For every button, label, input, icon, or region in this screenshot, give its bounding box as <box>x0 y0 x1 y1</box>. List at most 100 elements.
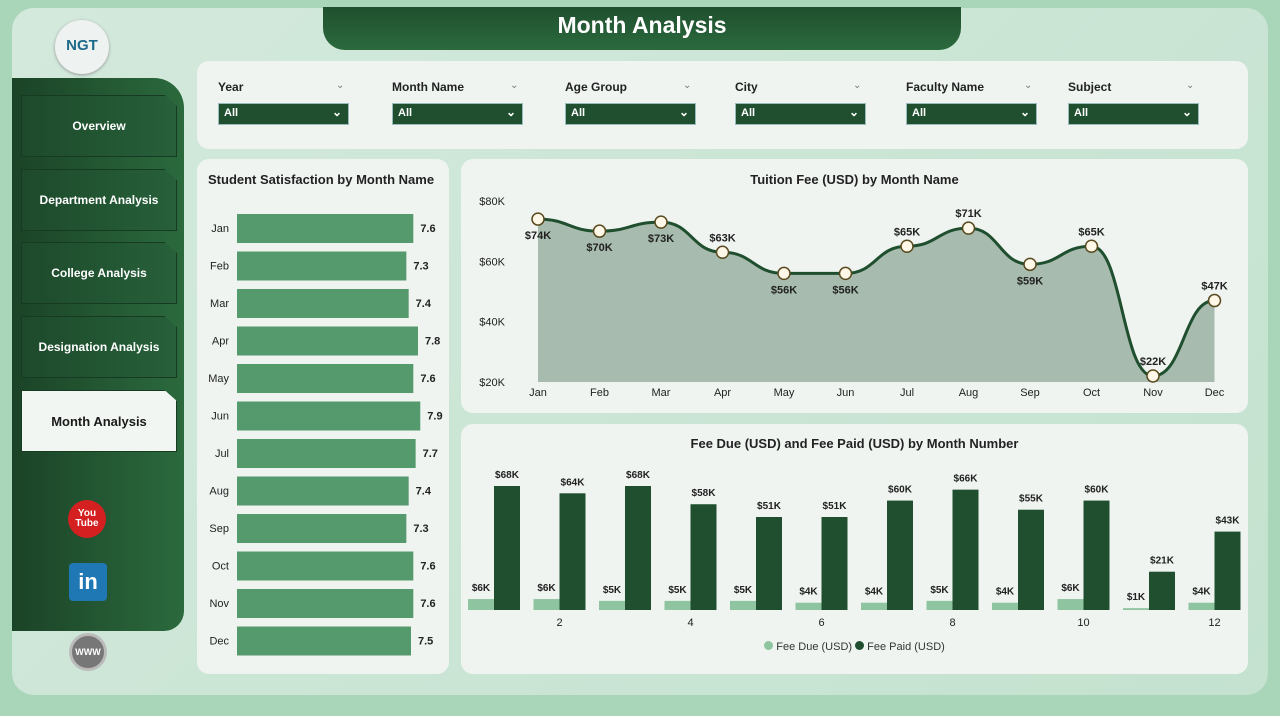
data-label: $63K <box>709 232 735 244</box>
x-tick-label: 10 <box>1077 617 1089 629</box>
data-label: $6K <box>1061 583 1080 594</box>
filter-faculty-name-label: Faculty Name <box>906 80 985 94</box>
satisfaction-bar <box>237 476 409 506</box>
satisfaction-bar <box>237 514 407 543</box>
filter-faculty-name-collapse-icon[interactable]: ⌄ <box>1024 80 1033 91</box>
filter-subject-value: All <box>1074 107 1089 119</box>
filter-month-name-dropdown[interactable]: All ⌄ <box>392 103 523 125</box>
x-tick-label: Jun <box>837 387 855 399</box>
globe-icon[interactable]: WWW <box>69 633 107 671</box>
data-label: $56K <box>771 284 797 296</box>
data-label: 7.6 <box>420 373 435 385</box>
data-label: $4K <box>1192 587 1211 598</box>
satisfaction-bar <box>237 589 414 618</box>
y-tick-label: Jul <box>215 448 229 460</box>
sidebar-item-designation-analysis[interactable]: Designation Analysis <box>21 316 177 378</box>
y-tick-label: $40K <box>479 317 505 329</box>
data-label: $68K <box>626 470 651 481</box>
fee-due-bar <box>664 600 691 610</box>
data-label: 7.9 <box>427 411 442 423</box>
tuition-point <box>961 221 976 235</box>
tuition-point <box>1207 293 1222 308</box>
x-tick-label: May <box>774 387 795 399</box>
filter-month-name-label: Month Name <box>392 80 464 94</box>
tuition-point <box>900 239 914 253</box>
satisfaction-panel: Student Satisfaction by Month Name Jan 7.… <box>197 159 449 674</box>
fee-due-bar <box>533 599 560 610</box>
tuition-chart: $80K $60K $40K $20K $74K Jan $70K Feb $73K Mar $63… <box>479 196 1227 399</box>
filter-subject-collapse-icon[interactable]: ⌄ <box>1186 80 1195 91</box>
filter-city-dropdown[interactable]: All ⌄ <box>735 103 866 125</box>
data-label: $73K <box>648 233 674 245</box>
fee-due-bar <box>795 602 822 610</box>
sidebar-item-overview[interactable]: Overview <box>21 95 177 157</box>
data-label: $74K <box>525 230 551 242</box>
tuition-panel: Tuition Fee (USD) by Month Name $80K $60K… <box>461 159 1248 413</box>
data-label: $21K <box>1150 556 1175 567</box>
filter-subject-label: Subject <box>1068 80 1112 94</box>
filter-age-group-collapse-icon[interactable]: ⌄ <box>683 80 692 91</box>
data-label: $5K <box>603 585 622 596</box>
filter-subject-dropdown[interactable]: All ⌄ <box>1068 103 1199 125</box>
data-label: $1K <box>1127 592 1146 603</box>
data-label: $22K <box>1140 356 1166 368</box>
fee-paid-bar <box>1214 531 1241 610</box>
fee-paid-bar <box>1083 500 1110 610</box>
filter-year-dropdown[interactable]: All ⌄ <box>218 103 349 125</box>
data-label: $66K <box>954 474 979 485</box>
data-label: $5K <box>930 585 949 596</box>
sidebar-item-department-analysis[interactable]: Department Analysis <box>21 169 177 231</box>
data-label: $59K <box>1017 275 1043 287</box>
data-label: $60K <box>888 485 913 496</box>
filter-year-label: Year <box>218 80 244 94</box>
data-label: $4K <box>865 587 884 598</box>
sidebar-item-month-analysis[interactable]: Month Analysis <box>21 390 177 452</box>
chevron-down-icon: ⌄ <box>1181 105 1192 119</box>
tuition-chart-title: Tuition Fee (USD) by Month Name <box>750 172 959 187</box>
y-tick-label: Aug <box>209 486 229 498</box>
satisfaction-bar <box>237 251 407 281</box>
fee-due-bar <box>730 600 756 610</box>
tuition-point <box>715 245 730 260</box>
data-label: 7.8 <box>425 336 440 348</box>
x-tick-label: Jan <box>529 387 547 399</box>
filter-city-value: All <box>741 107 756 119</box>
satisfaction-bar <box>237 551 414 581</box>
sidebar-item-college-analysis[interactable]: College Analysis <box>21 242 177 304</box>
y-tick-label: Jun <box>211 411 229 423</box>
youtube-icon[interactable]: You Tube <box>68 500 106 538</box>
data-label: $65K <box>894 226 920 238</box>
data-label: 7.7 <box>423 448 438 460</box>
y-tick-label: Sep <box>209 523 229 535</box>
satisfaction-bar <box>237 401 421 431</box>
filter-month-name-value: All <box>398 107 413 119</box>
chevron-down-icon: ⌄ <box>678 105 689 119</box>
legend-fee-due-marker <box>764 641 774 650</box>
data-label: $68K <box>495 470 520 481</box>
filter-month-name-collapse-icon[interactable]: ⌄ <box>510 80 519 91</box>
data-label: 7.6 <box>420 598 435 610</box>
fee-legend: Fee Due (USD) Fee Paid (USD) <box>461 641 1248 653</box>
filter-faculty-name-dropdown[interactable]: All ⌄ <box>906 103 1037 125</box>
tuition-area <box>538 219 1215 382</box>
y-tick-label: $20K <box>479 377 505 389</box>
data-label: $6K <box>472 583 491 594</box>
satisfaction-chart: Jan 7.6 Feb 7.3 Mar 7.4 Apr 7.8 May 7.6 Jun 7.9 Jul 7… <box>208 214 443 656</box>
y-tick-label: Apr <box>212 336 229 348</box>
filter-city-collapse-icon[interactable]: ⌄ <box>853 80 862 91</box>
data-label: $64K <box>561 477 586 488</box>
page-title: Month Analysis <box>323 7 961 50</box>
x-tick-label: Aug <box>959 387 979 399</box>
satisfaction-chart-title: Student Satisfaction by Month Name <box>208 172 435 187</box>
data-label: 7.5 <box>418 636 433 648</box>
linkedin-icon[interactable]: in <box>69 563 107 601</box>
legend-fee-due: Fee Due (USD) <box>776 641 853 653</box>
filter-age-group-dropdown[interactable]: All ⌄ <box>565 103 696 125</box>
data-label: $60K <box>1085 485 1110 496</box>
data-label: $47K <box>1201 281 1227 293</box>
tuition-point <box>838 266 853 281</box>
x-tick-label: 8 <box>949 617 955 629</box>
data-label: 7.3 <box>413 523 428 535</box>
chevron-down-icon: ⌄ <box>331 105 342 119</box>
filter-year-collapse-icon[interactable]: ⌄ <box>336 80 345 91</box>
